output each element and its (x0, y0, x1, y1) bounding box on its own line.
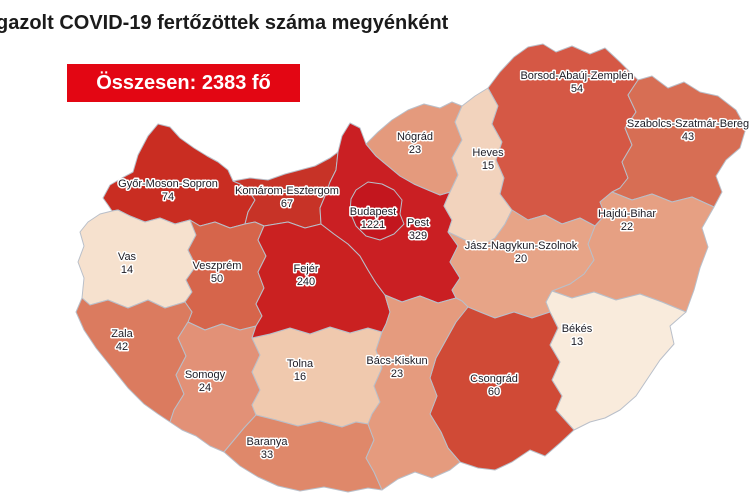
county-tolna[interactable] (251, 326, 383, 428)
county-label-somogy: Somogy (185, 369, 226, 381)
county-value-nograd: 23 (409, 144, 421, 156)
county-label-fejer: Fejér (293, 263, 318, 275)
county-vas[interactable] (77, 209, 197, 309)
county-budapest[interactable] (349, 181, 405, 241)
county-label-csongrad: Csongrád (470, 373, 518, 385)
county-shapes (75, 43, 747, 493)
county-label-baranya: Baranya (247, 436, 289, 448)
county-labels: Győr-Moson-Sopron 74 Komárom-Esztergom 6… (110, 69, 750, 463)
county-label-pest: Pest (407, 217, 429, 229)
county-bacs-kiskun[interactable] (365, 294, 469, 491)
county-label-bacs-kiskun: Bács-Kiskun (366, 355, 427, 367)
county-bekes[interactable] (545, 290, 687, 431)
county-zala[interactable] (75, 297, 193, 423)
county-value-komarom-esztergom: 67 (281, 198, 293, 210)
county-value-jasz-nagykun-szolnok: 20 (515, 253, 527, 265)
county-label-jasz-nagykun-szolnok: Jász-Nagykun-Szolnok (465, 240, 578, 252)
county-value-pest: 329 (409, 230, 427, 242)
county-label-vas: Vas (118, 251, 137, 263)
county-baranya[interactable] (223, 414, 383, 493)
county-value-hajdu-bihar: 22 (621, 221, 633, 233)
county-value-gyor-moson-sopron: 74 (162, 191, 174, 203)
county-label-hajdu-bihar: Hajdú-Bihar (598, 208, 656, 220)
county-value-zala: 42 (116, 341, 128, 353)
county-value-bacs-kiskun: 23 (391, 368, 403, 380)
county-value-bekes: 13 (571, 336, 583, 348)
county-label-szabolcs-szatmar-bereg: Szabolcs-Szatmár-Bereg (627, 118, 749, 130)
total-badge: Összesen: 2383 fő (67, 64, 300, 102)
county-label-nograd: Nógrád (397, 131, 433, 143)
county-value-szabolcs-szatmar-bereg: 43 (682, 131, 694, 143)
county-label-budapest: Budapest (350, 206, 396, 218)
county-csongrad[interactable] (429, 306, 575, 471)
county-label-veszprem: Veszprém (193, 260, 242, 272)
county-value-csongrad: 60 (488, 386, 500, 398)
county-value-heves: 15 (482, 160, 494, 172)
county-veszprem[interactable] (184, 219, 267, 331)
county-value-tolna: 16 (294, 371, 306, 383)
county-label-heves: Heves (472, 147, 504, 159)
county-label-zala: Zala (111, 328, 133, 340)
county-gyor-moson-sopron[interactable] (102, 123, 256, 229)
county-label-tolna: Tolna (287, 358, 314, 370)
county-label-bekes: Békés (562, 323, 593, 335)
county-szabolcs-szatmar-bereg[interactable] (611, 75, 747, 208)
county-label-gyor-moson-sopron: Győr-Moson-Sopron (118, 178, 218, 190)
county-label-borsod-abauj-zemplen: Borsod-Abaúj-Zemplén (520, 70, 633, 82)
county-value-budapest: 1221 (361, 219, 385, 231)
county-value-borsod-abauj-zemplen: 54 (571, 83, 583, 95)
county-value-somogy: 24 (199, 382, 211, 394)
county-value-baranya: 33 (261, 449, 273, 461)
page-title: gazolt COVID-19 fertőzöttek száma megyén… (0, 12, 449, 34)
county-value-vas: 14 (121, 264, 133, 276)
county-jasz-nagykun-szolnok[interactable] (447, 209, 596, 319)
county-value-fejer: 240 (297, 276, 315, 288)
county-value-veszprem: 50 (211, 273, 223, 285)
county-label-komarom-esztergom: Komárom-Esztergom (235, 185, 339, 197)
